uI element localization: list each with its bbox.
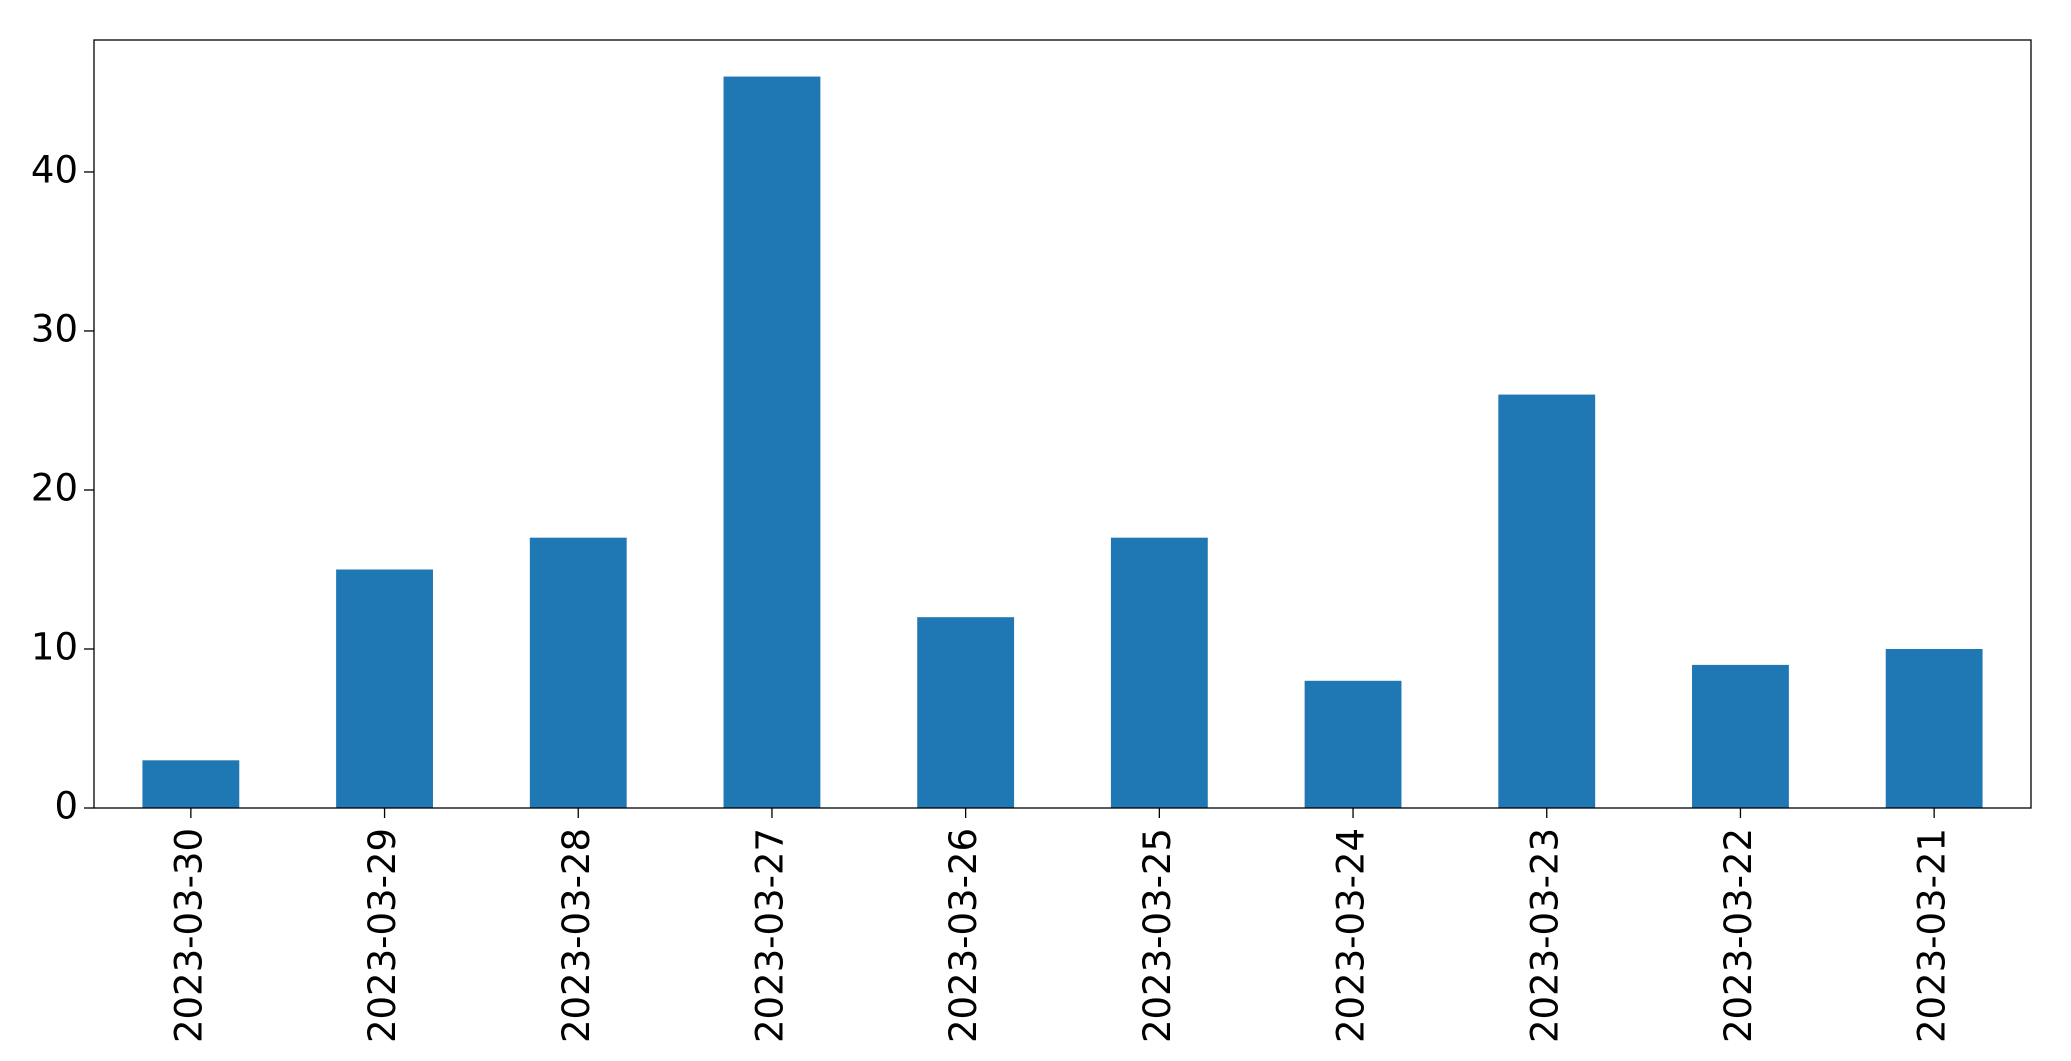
plot-frame — [93, 39, 2032, 809]
bar — [1692, 664, 1789, 808]
x-tick-label: 2023-03-24 — [1330, 828, 1373, 1043]
bar — [1110, 537, 1208, 808]
bar — [723, 76, 821, 809]
bar — [142, 760, 240, 808]
bar — [1498, 394, 1596, 808]
y-tick-label: 30 — [31, 307, 78, 350]
x-tick-label: 2023-03-28 — [555, 828, 598, 1043]
y-tick-label: 10 — [31, 625, 78, 668]
x-tick-label: 2023-03-23 — [1523, 828, 1566, 1043]
x-tick-label: 2023-03-21 — [1911, 828, 1954, 1043]
bar — [1304, 680, 1402, 808]
y-tick-label: 20 — [31, 466, 78, 509]
x-tick-label: 2023-03-29 — [361, 828, 404, 1043]
x-tick-label: 2023-03-25 — [1136, 828, 1179, 1043]
y-tick-label: 40 — [31, 148, 78, 191]
bar — [917, 617, 1015, 808]
x-tick-label: 2023-03-30 — [167, 828, 210, 1043]
x-tick-label: 2023-03-26 — [942, 828, 985, 1043]
bar — [1885, 648, 1983, 808]
bar — [336, 569, 433, 808]
x-tick-label: 2023-03-22 — [1717, 828, 1760, 1043]
bar — [529, 537, 627, 808]
y-tick-label: 0 — [54, 785, 78, 828]
x-tick-label: 2023-03-27 — [748, 828, 791, 1043]
